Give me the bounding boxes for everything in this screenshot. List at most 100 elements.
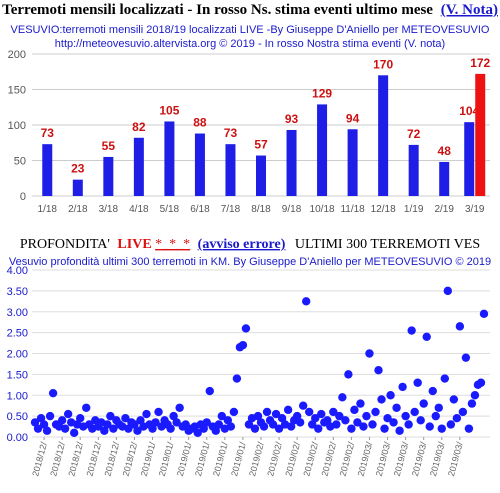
point	[169, 411, 178, 421]
y-tick-label: 4.00	[7, 265, 28, 277]
x-tick-label: 2019/03/	[356, 440, 375, 477]
point	[428, 386, 437, 396]
point	[452, 414, 462, 423]
x-tick-label: 2019/02/	[301, 440, 320, 477]
point	[295, 418, 305, 427]
value-label: 72	[407, 127, 421, 141]
point	[262, 407, 272, 417]
point	[274, 424, 284, 433]
point	[398, 382, 407, 392]
point	[407, 326, 416, 335]
point	[341, 416, 350, 425]
point	[413, 378, 422, 387]
point	[250, 424, 260, 433]
bar	[164, 121, 175, 196]
point	[33, 424, 43, 433]
bar	[225, 144, 236, 196]
point	[317, 409, 326, 419]
point	[277, 414, 287, 423]
y-tick-label: 2.50	[7, 328, 28, 340]
point	[259, 422, 269, 431]
point	[154, 407, 163, 417]
value-label: 23	[71, 162, 85, 176]
x-tick-label: 4/18	[129, 204, 149, 215]
title-link[interactable]: (V. Nota)	[441, 2, 498, 18]
point	[464, 424, 474, 433]
x-tick-label: 2019/01/	[157, 440, 176, 477]
point	[142, 409, 151, 419]
point	[121, 414, 130, 423]
point	[76, 414, 85, 423]
x-tick-label: 2019/02/	[265, 440, 284, 477]
x-tick-label: 6/18	[190, 204, 210, 215]
point	[440, 374, 450, 383]
point	[374, 366, 383, 375]
bar	[103, 156, 114, 196]
point	[205, 386, 214, 396]
point	[217, 411, 227, 421]
x-tick-label: 2019/01/	[193, 440, 212, 477]
point	[431, 411, 440, 421]
x-tick-label: 8/18	[251, 204, 271, 215]
point	[335, 411, 344, 421]
x-tick-label: 2019/01/	[175, 440, 194, 477]
point	[30, 418, 40, 427]
point	[60, 424, 70, 433]
x-tick-label: 7/18	[221, 204, 241, 215]
point	[419, 399, 428, 408]
x-tick-label: 3/18	[99, 204, 119, 215]
bar	[317, 104, 328, 196]
point	[226, 422, 236, 431]
point	[298, 401, 308, 410]
value-label: 105	[159, 103, 179, 117]
x-tick-label: 11/18	[340, 204, 365, 215]
value-label: 88	[193, 116, 207, 130]
title-link[interactable]: (avviso errore)	[198, 237, 286, 252]
value-label: 93	[285, 112, 299, 126]
x-tick-label: 2/19	[434, 204, 454, 215]
point	[446, 420, 456, 429]
point	[244, 420, 254, 429]
title-text: ULTIMI 300 TERREMOTI VES	[295, 237, 480, 252]
point	[82, 403, 91, 412]
point	[422, 332, 431, 341]
x-tick-label: 12/18	[371, 204, 396, 215]
point	[202, 418, 211, 427]
point	[232, 374, 242, 383]
point	[395, 426, 404, 435]
x-tick-label: 2019/03/	[374, 440, 393, 477]
title-stars: *_*_*	[155, 237, 190, 252]
y-tick-label: 3.00	[7, 307, 28, 319]
x-tick-label: 2019/01/	[139, 440, 158, 477]
point	[425, 422, 434, 431]
point	[365, 349, 374, 358]
title-text: PROFONDITA'	[20, 237, 110, 252]
point	[100, 426, 109, 435]
point	[166, 424, 175, 433]
y-tick-label: 0.50	[7, 411, 28, 423]
point	[292, 411, 302, 421]
x-tick-label: 2018/12/	[103, 440, 122, 477]
bar	[408, 144, 419, 196]
point	[377, 395, 386, 404]
point	[359, 422, 368, 431]
x-tick-label: 10/18	[310, 204, 335, 215]
x-tick-label: 2018/12/	[121, 440, 140, 477]
bar	[256, 155, 266, 196]
y-tick-label: 100	[8, 120, 26, 132]
point	[106, 411, 115, 421]
x-tick-label: 2019/02/	[283, 440, 302, 477]
y-tick-label: 1.00	[7, 390, 28, 402]
point	[308, 420, 317, 429]
subtitle: VESUVIO:terremoti mensili 2018/19 locali…	[11, 24, 490, 36]
point	[268, 420, 278, 429]
bar	[72, 179, 83, 196]
point	[404, 420, 413, 429]
point	[103, 420, 112, 429]
x-tick-label: 2019/01/	[211, 440, 230, 477]
point	[443, 286, 453, 296]
point	[39, 420, 49, 429]
bar	[439, 161, 450, 196]
subtitle: http://meteovesuvio.altervista.org © 201…	[55, 38, 445, 50]
